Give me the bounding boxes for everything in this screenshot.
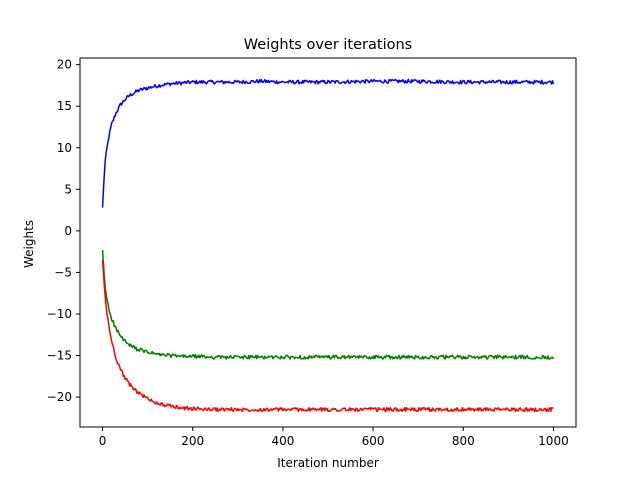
y-tick-label: 0: [64, 224, 72, 238]
y-axis: −20 −15 −10 −5 0 5 10 15 20: [47, 58, 80, 404]
series-layer: [101, 78, 555, 413]
y-tick-label: 5: [64, 182, 72, 196]
x-axis-label: Iteration number: [277, 456, 379, 470]
y-axis-label: Weights: [22, 220, 36, 268]
y-tick-label: 10: [57, 141, 72, 155]
x-axis: 0 200 400 600 800 1000: [99, 427, 569, 448]
y-tick-label: 20: [57, 58, 72, 72]
x-tick-label: 200: [181, 434, 204, 448]
series-line-1: [101, 78, 555, 208]
x-tick-label: 800: [452, 434, 475, 448]
y-tick-label: −15: [47, 349, 72, 363]
series-line-3: [101, 259, 554, 413]
y-tick-label: −10: [47, 307, 72, 321]
y-tick-label: −5: [54, 265, 72, 279]
series-line-2: [101, 249, 555, 360]
x-tick-label: 400: [271, 434, 294, 448]
y-tick-label: −20: [47, 390, 72, 404]
x-tick-label: 600: [362, 434, 385, 448]
y-tick-label: 15: [57, 99, 72, 113]
x-tick-label: 0: [99, 434, 107, 448]
chart-title: Weights over iterations: [244, 37, 412, 53]
x-tick-label: 1000: [538, 434, 569, 448]
plot-frame: [79, 57, 577, 428]
